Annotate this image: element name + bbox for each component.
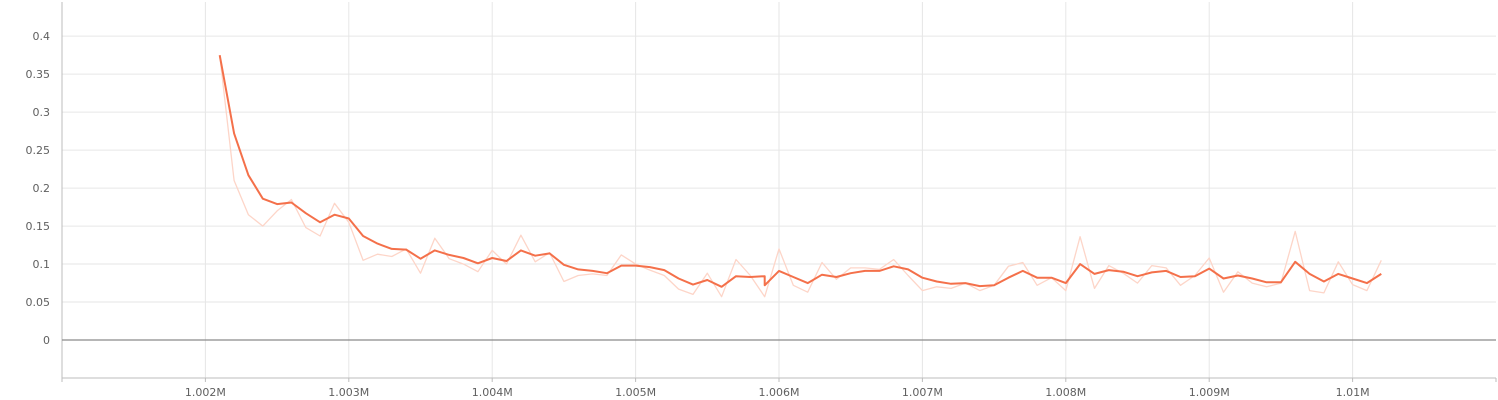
series-lines xyxy=(218,55,1382,298)
tick-labels: 0 0.05 0.1 0.15 0.2 0.25 0.3 0.35 0.4 1.002M 1.003… xyxy=(26,30,1370,399)
y-tick-label: 0.05 xyxy=(26,296,51,309)
y-tick-label: 0.15 xyxy=(26,220,51,233)
raw-series-line xyxy=(219,55,1382,298)
y-tick-label: 0.4 xyxy=(33,30,51,43)
y-tick-label: 0.2 xyxy=(33,182,51,195)
x-tick-label: 1.006M xyxy=(759,386,800,399)
y-tick-label: 0 xyxy=(43,334,50,347)
x-tick-label: 1.009M xyxy=(1189,386,1230,399)
gridlines xyxy=(62,2,1496,378)
x-tick-label: 1.003M xyxy=(328,386,369,399)
x-tick-label: 1.008M xyxy=(1045,386,1086,399)
y-tick-label: 0.25 xyxy=(26,144,51,157)
x-tick-label: 1.002M xyxy=(185,386,226,399)
y-tick-label: 0.35 xyxy=(26,68,51,81)
smoothed-series-line xyxy=(218,55,1382,288)
axes xyxy=(61,2,1497,382)
y-tick-label: 0.3 xyxy=(33,106,51,119)
y-tick-label: 0.1 xyxy=(33,258,51,271)
x-tick-label: 1.007M xyxy=(902,386,943,399)
x-tick-label: 1.005M xyxy=(615,386,656,399)
x-tick-label: 1.01M xyxy=(1336,386,1370,399)
x-tick-label: 1.004M xyxy=(472,386,513,399)
